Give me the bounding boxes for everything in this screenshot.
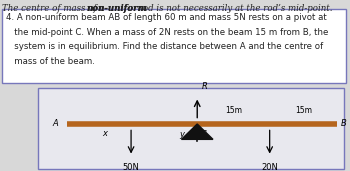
Text: mass of the beam.: mass of the beam. <box>6 57 95 66</box>
Text: 20N: 20N <box>261 163 278 171</box>
Text: system is in equilibrium. Find the distance between A and the centre of: system is in equilibrium. Find the dista… <box>6 42 323 51</box>
Text: 15m: 15m <box>295 106 312 115</box>
Polygon shape <box>181 124 213 139</box>
Text: B: B <box>341 120 346 128</box>
Text: y: y <box>180 130 185 139</box>
Text: A: A <box>53 120 59 128</box>
Text: rod is not necessarily at the rod’s mid-point.: rod is not necessarily at the rod’s mid-… <box>136 4 332 13</box>
FancyBboxPatch shape <box>38 88 344 169</box>
Text: the mid-point C. When a mass of 2N rests on the beam 15 m from B, the: the mid-point C. When a mass of 2N rests… <box>6 28 328 37</box>
Text: non-uniform: non-uniform <box>87 4 148 13</box>
Text: 4. A non-uniform beam AB of length 60 m and mass 5N rests on a pivot at: 4. A non-uniform beam AB of length 60 m … <box>6 13 327 22</box>
Text: non-uniform: non-uniform <box>87 4 148 13</box>
FancyBboxPatch shape <box>2 9 346 83</box>
Text: R: R <box>202 82 208 91</box>
Text: C: C <box>200 130 206 139</box>
Text: The centre of mass of a: The centre of mass of a <box>2 4 107 13</box>
Text: 50N: 50N <box>122 163 140 171</box>
Text: x: x <box>103 129 107 138</box>
Text: 15m: 15m <box>225 106 242 115</box>
